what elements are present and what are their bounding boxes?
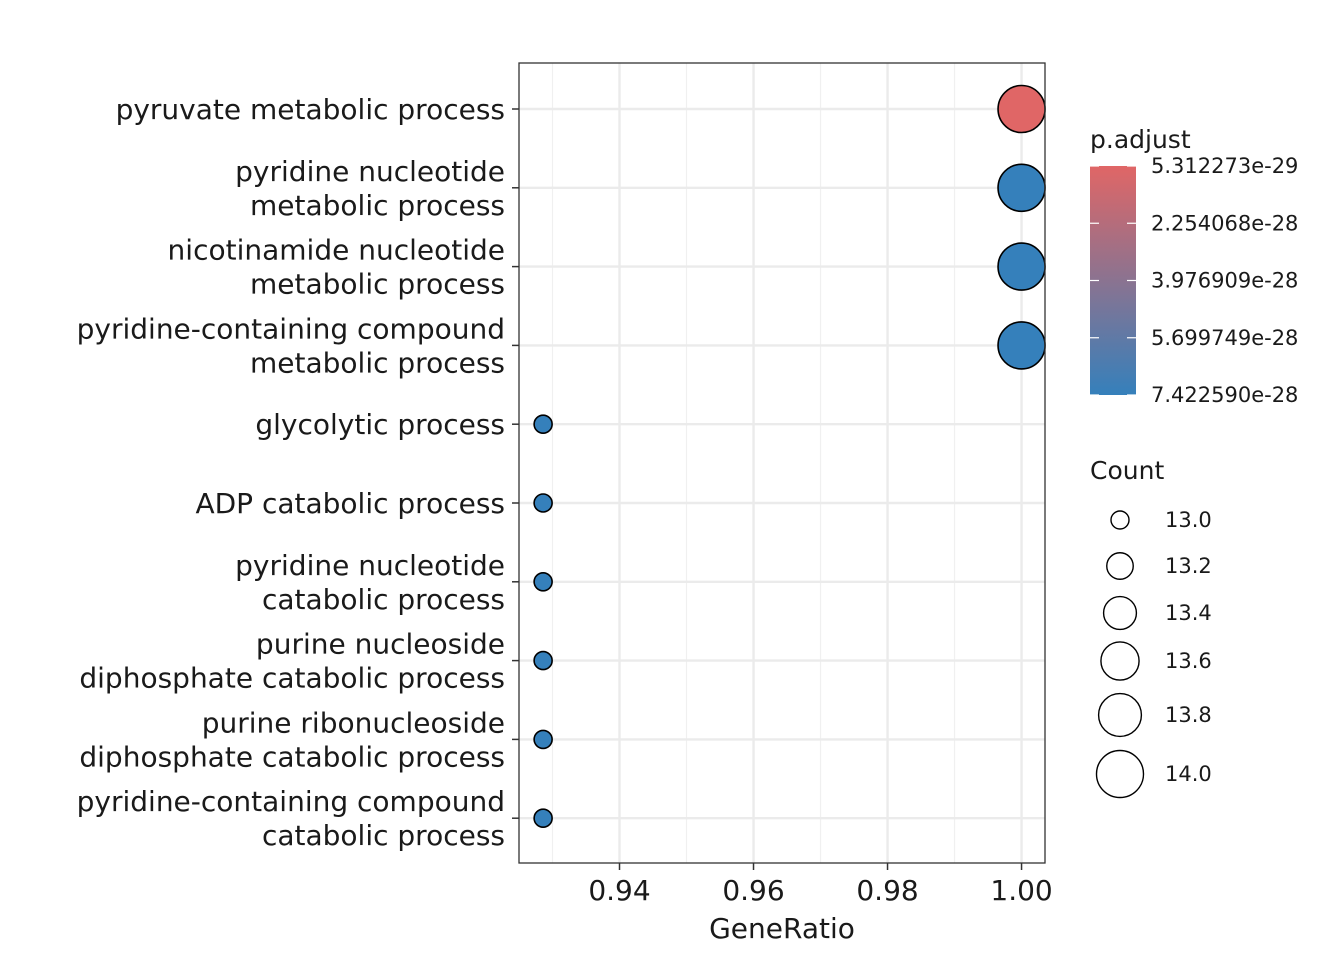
size-legend: Count 13.0 13.2 13.4 13.6 13.8 14.0 <box>1090 456 1212 799</box>
grid-minor <box>551 63 956 863</box>
y-tick-label-3: pyridine-containing compound metabolic pr… <box>77 312 505 379</box>
y-tick-label-4: glycolytic process <box>255 408 505 441</box>
y-tick-label-2: nicotinamide nucleotide metabolic process <box>168 234 505 301</box>
data-point-3 <box>997 321 1046 370</box>
color-legend-label-3: 5.699749e-28 <box>1151 326 1298 350</box>
data-point-0 <box>997 84 1046 134</box>
plot-panel-border <box>518 62 1046 864</box>
color-legend-ticks: 5.312273e-29 2.254068e-28 3.976909e-28 5.69… <box>1090 154 1298 407</box>
size-legend-circle-5 <box>1095 749 1145 799</box>
y-tick-label-8: purine ribonucleoside diphosphate catabol… <box>79 706 505 773</box>
data-point-4 <box>533 414 553 435</box>
color-legend: p.adjust 5.312273e-29 2.254068e-28 3.97690… <box>1090 125 1298 407</box>
data-point-5 <box>533 493 553 513</box>
x-axis: 0.94 0.96 0.98 1.00 <box>588 863 1053 907</box>
size-legend-label-5: 14.0 <box>1165 762 1212 786</box>
color-legend-label-2: 3.976909e-28 <box>1151 269 1298 293</box>
y-tick-label-6: pyridine nucleotide catabolic process <box>235 549 505 616</box>
data-point-2 <box>997 242 1046 291</box>
size-legend-label-1: 13.2 <box>1165 554 1212 578</box>
y-tick-label-7: purine nucleoside diphosphate catabolic p… <box>79 628 505 695</box>
size-legend-circle-3 <box>1100 641 1140 681</box>
data-point-9 <box>533 808 553 829</box>
y-tick-label-9: pyridine-containing compound catabolic pr… <box>77 785 505 852</box>
size-legend-circle-2 <box>1102 595 1138 631</box>
color-legend-label-1: 2.254068e-28 <box>1151 211 1298 235</box>
x-tick-label-2: 0.98 <box>856 874 918 907</box>
data-point-8 <box>533 729 553 750</box>
data-point-7 <box>533 650 553 671</box>
data-point-6 <box>533 571 553 592</box>
size-legend-label-4: 13.8 <box>1165 703 1212 727</box>
x-tick-label-3: 1.00 <box>990 874 1052 907</box>
size-legend-circle-0 <box>1110 510 1130 530</box>
size-legend-items: 13.0 13.2 13.4 13.6 13.8 14.0 <box>1095 508 1212 799</box>
color-legend-label-4: 7.422590e-28 <box>1151 383 1298 407</box>
y-axis: pyruvate metabolic process pyridine nucle… <box>77 93 519 852</box>
y-tick-label-0: pyruvate metabolic process <box>116 93 505 126</box>
x-tick-label-1: 0.96 <box>722 874 784 907</box>
size-legend-label-3: 13.6 <box>1165 649 1212 673</box>
x-tick-label-0: 0.94 <box>588 874 650 907</box>
size-legend-circle-1 <box>1106 552 1134 580</box>
size-legend-label-2: 13.4 <box>1165 601 1212 625</box>
y-tick-label-5: ADP catabolic process <box>195 487 505 520</box>
size-legend-circle-4 <box>1097 692 1143 738</box>
size-legend-label-0: 13.0 <box>1165 508 1212 532</box>
size-legend-title: Count <box>1090 456 1164 485</box>
y-tick-label-1: pyridine nucleotide metabolic process <box>235 155 505 222</box>
x-axis-title: GeneRatio <box>709 912 855 945</box>
color-legend-title: p.adjust <box>1090 125 1191 154</box>
data-points <box>533 84 1046 829</box>
color-legend-label-0: 5.312273e-29 <box>1151 154 1298 178</box>
data-point-1 <box>997 163 1046 213</box>
plot-panel <box>519 63 1045 863</box>
